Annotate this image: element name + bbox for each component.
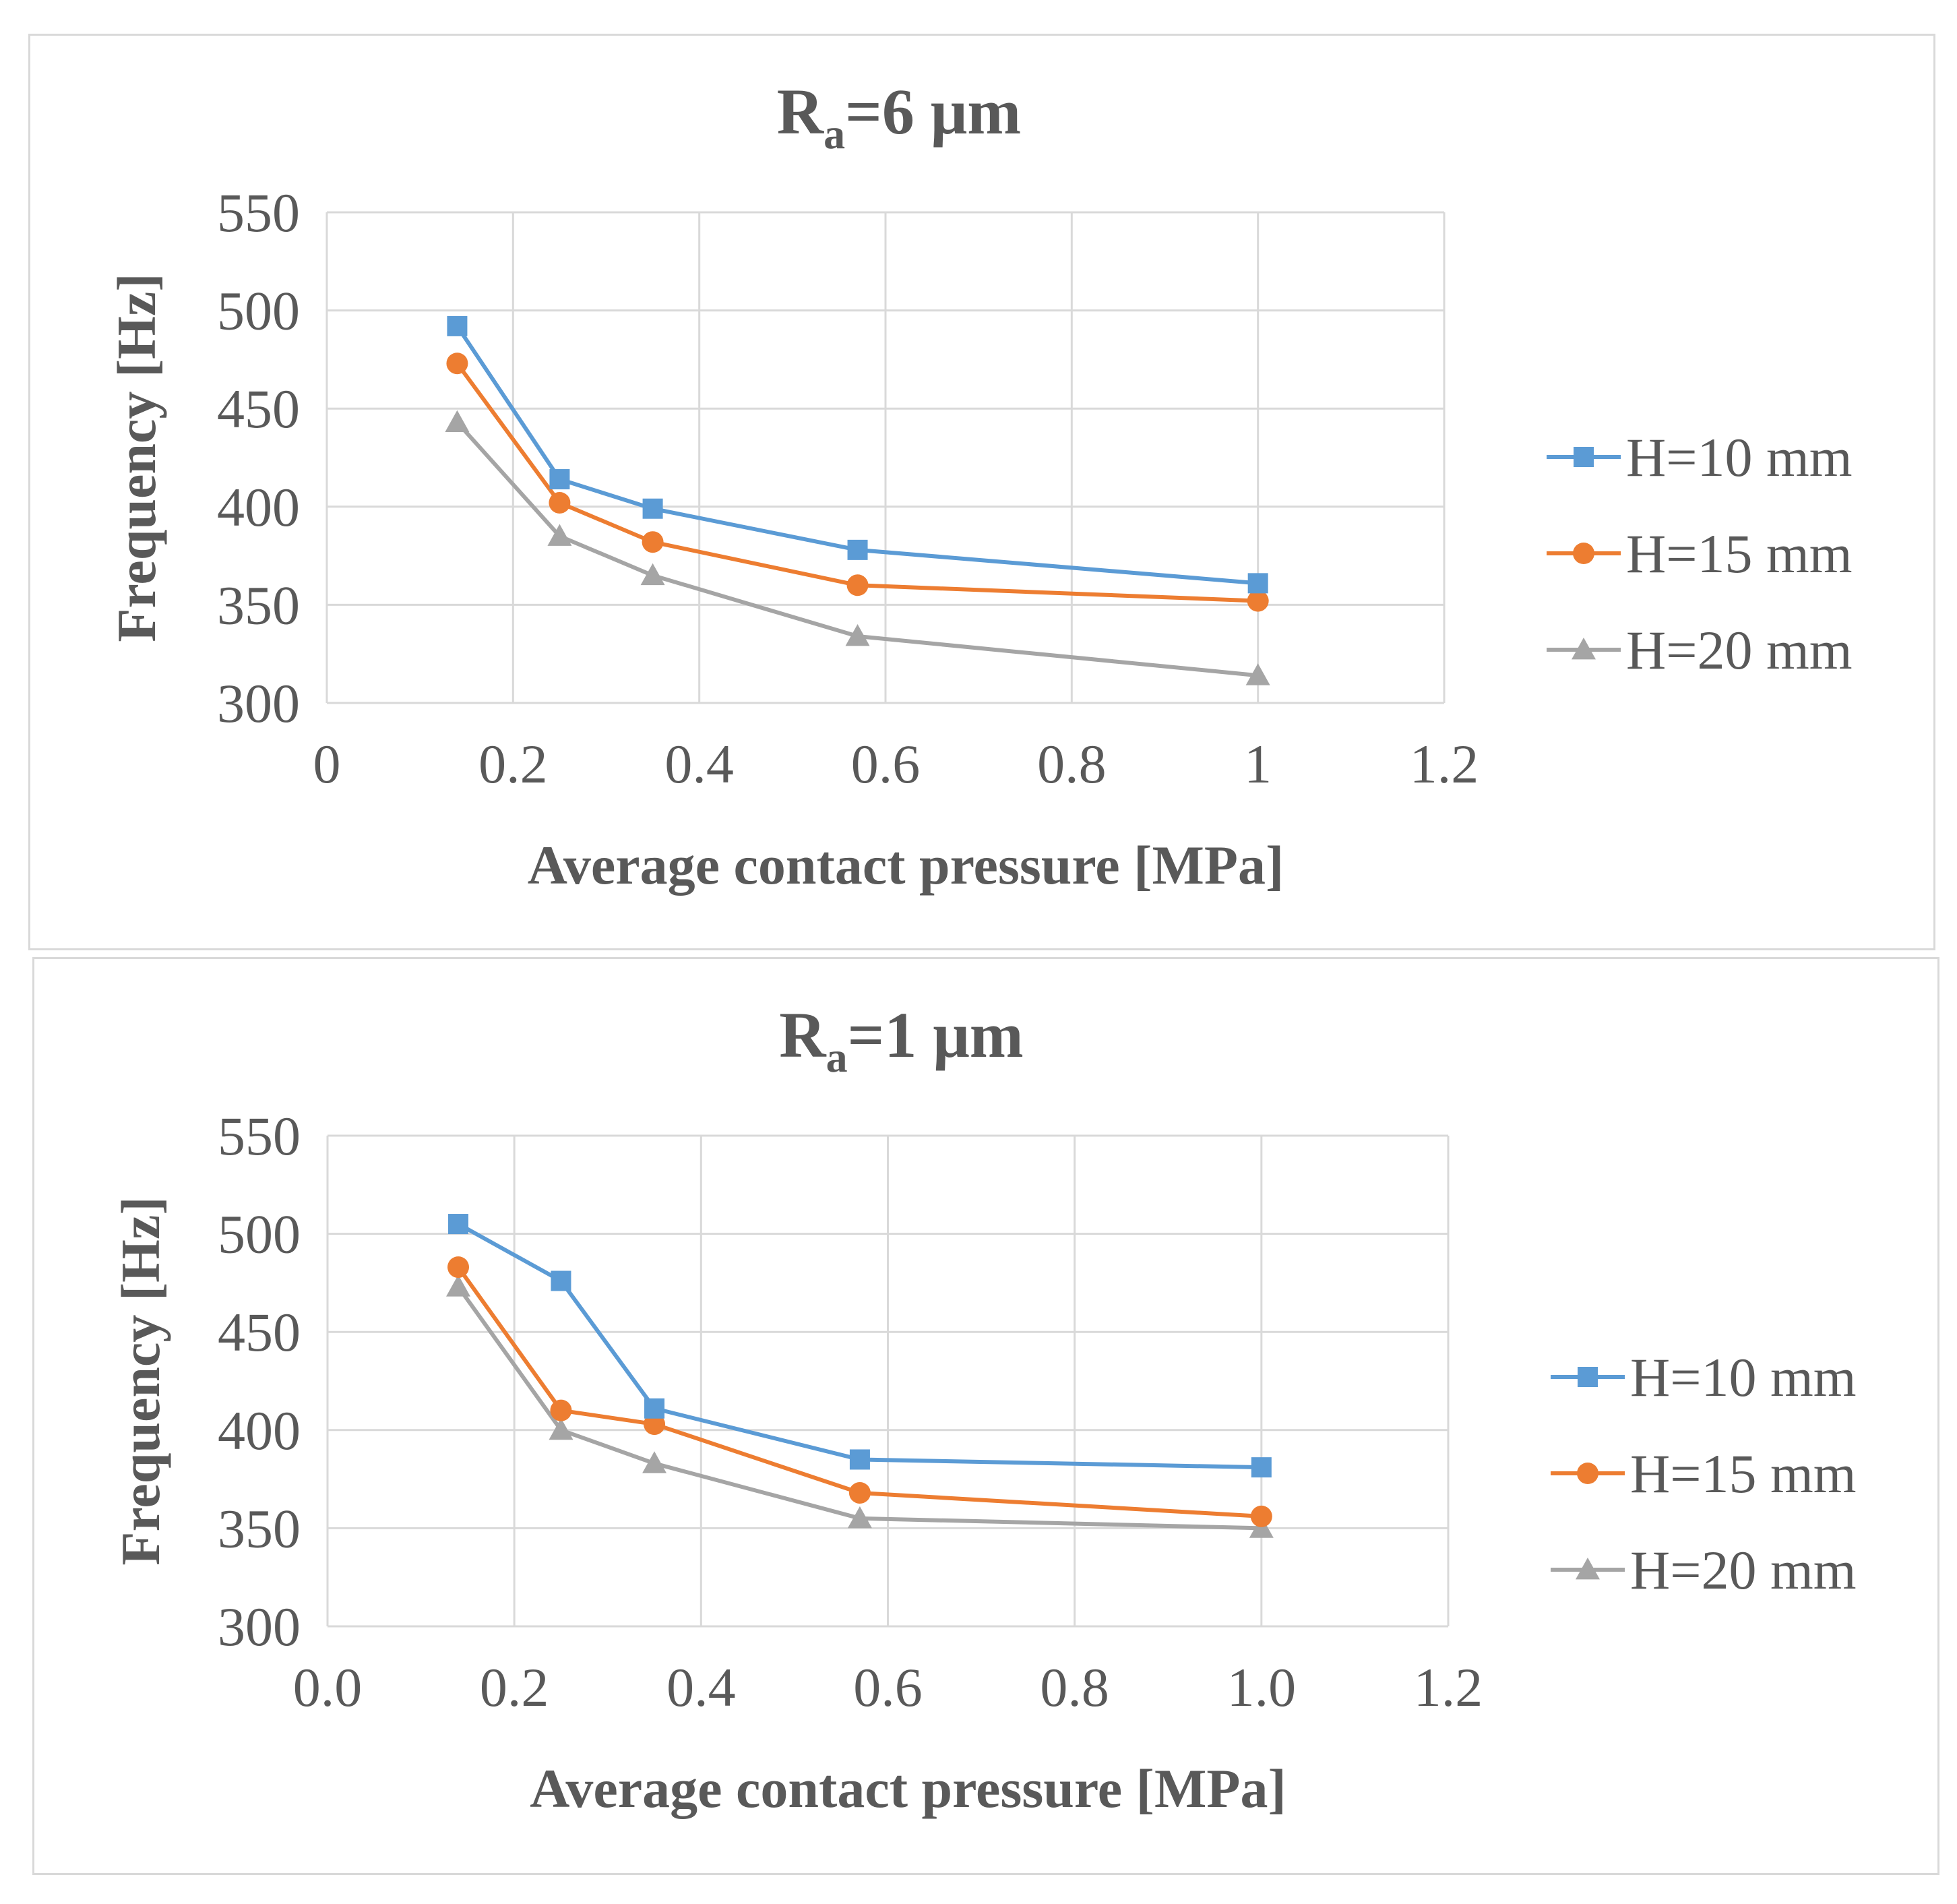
chart-title: Ra=1 μm — [779, 999, 1023, 1081]
chart-ra6: Ra=6 μm 0 0.2 0.4 0.6 0.8 1 1.2 550 500 450 400 350 3… — [106, 75, 1853, 896]
y-tick-label: 550 — [217, 182, 300, 243]
data-point-triangle — [640, 563, 665, 586]
data-point-triangle — [642, 1451, 667, 1473]
x-tick-label: 0.2 — [478, 733, 548, 795]
y-tick-label: 400 — [217, 477, 300, 538]
chart-ra1: Ra=1 μm 0.0 0.2 0.4 0.6 0.8 1.0 1.2 550 500 450 400… — [110, 999, 1857, 1819]
series-line-h15mm — [456, 362, 1258, 603]
data-point-circle — [550, 1399, 572, 1421]
data-point-square — [448, 1214, 469, 1235]
data-point-circle — [642, 531, 664, 553]
x-tick-label: 0.4 — [666, 1657, 736, 1718]
data-point-square — [447, 315, 468, 336]
data-point-circle — [549, 491, 571, 514]
x-tick-label: 1.2 — [1414, 1657, 1483, 1718]
x-tick-label: 0.8 — [1037, 733, 1107, 795]
y-tick-label: 500 — [218, 1204, 301, 1265]
x-tick-label: 1.2 — [1410, 733, 1479, 795]
y-tick-label: 500 — [217, 280, 300, 342]
legend-label: H=20 mm — [1630, 1539, 1857, 1601]
data-point-triangle — [549, 1417, 573, 1440]
data-point-square — [1578, 1367, 1598, 1387]
y-axis-title: Frequency [Hz] — [110, 1196, 171, 1565]
data-point-square — [642, 498, 663, 519]
data-point-circle — [1577, 1463, 1598, 1484]
data-point-circle — [1573, 543, 1594, 564]
data-point-square — [1251, 1457, 1272, 1478]
x-tick-label: 0.0 — [293, 1657, 363, 1718]
data-point-triangle — [1576, 1558, 1600, 1580]
chart-panel-top: Ra=6 μm 0 0.2 0.4 0.6 0.8 1 1.2 550 500 450 400 350 3… — [28, 34, 1935, 950]
y-tick-label: 450 — [217, 378, 300, 439]
y-tick-label: 450 — [218, 1301, 301, 1363]
x-tick-label: 1.0 — [1227, 1657, 1297, 1718]
data-point-circle — [446, 352, 468, 375]
x-axis-title: Average contact pressure [MPa] — [530, 1758, 1286, 1819]
y-axis-title: Frequency [Hz] — [106, 273, 167, 642]
data-point-triangle — [845, 623, 870, 646]
legend-label: H=10 mm — [1626, 427, 1853, 488]
legend-label: H=15 mm — [1630, 1443, 1857, 1504]
data-point-triangle — [1245, 663, 1270, 685]
data-point-triangle — [1572, 638, 1596, 660]
data-point-circle — [846, 574, 869, 596]
data-point-square — [1574, 447, 1594, 467]
data-point-circle — [1250, 1505, 1272, 1527]
y-tick-label: 400 — [218, 1400, 301, 1461]
data-point-circle — [1247, 590, 1269, 612]
y-tick-label: 300 — [218, 1596, 301, 1657]
y-tick-label: 300 — [217, 673, 300, 734]
x-tick-label: 1 — [1244, 733, 1272, 795]
chart-title: Ra=6 μm — [777, 75, 1021, 158]
data-point-circle — [848, 1481, 871, 1504]
legend-label: H=15 mm — [1626, 523, 1853, 584]
y-tick-label: 350 — [217, 574, 300, 636]
legend-label: H=10 mm — [1630, 1347, 1857, 1408]
data-point-circle — [644, 1413, 666, 1436]
x-tick-label: 0 — [313, 733, 341, 795]
data-point-square — [549, 469, 570, 490]
data-point-square — [644, 1398, 665, 1419]
y-tick-label: 350 — [218, 1498, 301, 1559]
data-point-triangle — [847, 1506, 872, 1529]
data-point-square — [1247, 573, 1268, 594]
chart-panel-bottom: Ra=1 μm 0.0 0.2 0.4 0.6 0.8 1.0 1.2 550 500 450 400… — [32, 957, 1939, 1875]
x-tick-label: 0.4 — [664, 733, 734, 795]
data-point-square — [551, 1270, 571, 1291]
legend-label: H=20 mm — [1626, 619, 1853, 681]
data-point-triangle — [547, 524, 572, 546]
x-tick-label: 0.6 — [853, 1657, 923, 1718]
x-tick-label: 0.2 — [480, 1657, 549, 1718]
data-point-triangle — [445, 410, 470, 432]
y-tick-label: 550 — [218, 1105, 301, 1167]
x-tick-label: 0.8 — [1040, 1657, 1109, 1718]
x-tick-label: 0.6 — [851, 733, 921, 795]
data-point-circle — [447, 1256, 470, 1279]
x-axis-title: Average contact pressure [MPa] — [528, 834, 1284, 896]
data-point-square — [847, 539, 868, 560]
data-point-square — [849, 1449, 870, 1470]
data-point-triangle — [446, 1275, 471, 1297]
